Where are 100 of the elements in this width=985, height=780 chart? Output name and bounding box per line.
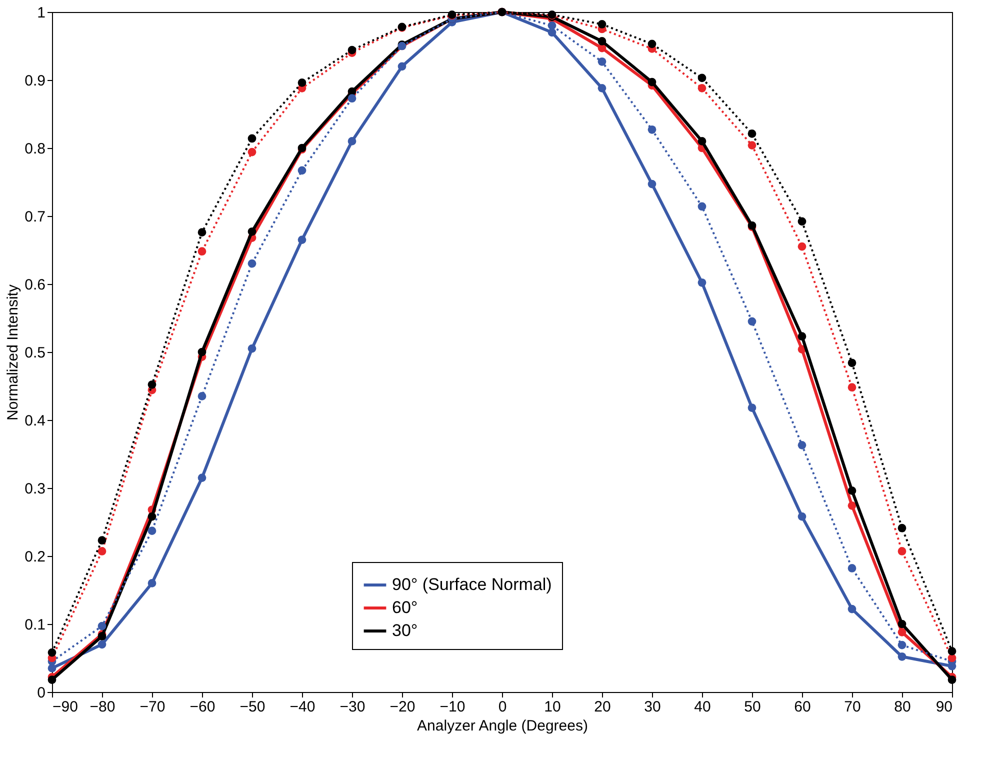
x-tick-label: −10 xyxy=(440,698,466,716)
y-tick-label: 1 xyxy=(37,4,46,22)
x-tick-label: −90 xyxy=(52,698,78,716)
point xyxy=(898,652,906,661)
x-axis-title: Analyzer Angle (Degrees) xyxy=(417,718,588,734)
point xyxy=(598,57,606,66)
point xyxy=(798,217,806,226)
y-tick-label: 0.6 xyxy=(24,276,46,294)
y-tick-label: 0.2 xyxy=(24,548,46,566)
legend-label: 90° (Surface Normal) xyxy=(392,575,552,594)
x-tick-label: 50 xyxy=(744,698,761,716)
point xyxy=(898,547,906,556)
point xyxy=(348,94,356,103)
point xyxy=(648,125,656,134)
point xyxy=(148,526,156,536)
point xyxy=(98,622,106,630)
x-tick-label: 80 xyxy=(894,698,911,716)
point xyxy=(348,137,356,146)
y-tick-label: 0.4 xyxy=(24,412,46,430)
x-tick-label: −70 xyxy=(140,698,166,716)
x-tick-label: −60 xyxy=(190,698,216,716)
point xyxy=(148,579,156,588)
point xyxy=(948,676,956,684)
point xyxy=(198,348,206,356)
point xyxy=(298,166,306,175)
point xyxy=(348,46,356,54)
point xyxy=(898,524,906,532)
point xyxy=(98,536,106,545)
point xyxy=(748,130,756,138)
point xyxy=(948,654,956,662)
point xyxy=(48,676,56,684)
point xyxy=(548,21,556,30)
legend-label: 60° xyxy=(392,598,418,617)
x-tick-label: 30 xyxy=(644,698,661,716)
x-tick-label: −50 xyxy=(240,698,266,716)
x-tick-label: −40 xyxy=(290,698,316,716)
x-tick-label: 90 xyxy=(936,698,952,716)
point xyxy=(648,180,656,188)
point xyxy=(948,647,956,656)
x-tick-label: −20 xyxy=(390,698,416,716)
x-tick-label: 70 xyxy=(844,698,861,716)
y-tick-label: 0.1 xyxy=(24,616,46,634)
point xyxy=(898,640,906,650)
x-tick-label: −80 xyxy=(90,698,116,716)
point xyxy=(198,228,206,236)
y-axis-title: Normalized Intensity xyxy=(4,284,22,420)
point xyxy=(598,20,606,28)
point xyxy=(98,640,106,649)
point xyxy=(748,404,756,412)
point xyxy=(698,137,706,146)
x-tick-label: 60 xyxy=(794,698,811,716)
point xyxy=(248,344,256,353)
point xyxy=(848,358,856,368)
point xyxy=(848,502,856,510)
point xyxy=(198,247,206,256)
point xyxy=(48,648,56,657)
point xyxy=(748,317,756,326)
point xyxy=(898,628,906,636)
point xyxy=(248,134,256,143)
y-tick-label: 0.7 xyxy=(24,208,46,226)
point xyxy=(198,474,206,482)
x-tick-label: 10 xyxy=(544,698,561,716)
x-tick-label: −30 xyxy=(340,698,366,716)
y-tick-label: 0.9 xyxy=(24,72,46,90)
y-tick-label: 0.3 xyxy=(24,480,46,498)
x-tick-label: 0 xyxy=(498,698,507,716)
point xyxy=(798,512,806,521)
point xyxy=(698,84,706,92)
point xyxy=(848,564,856,572)
point xyxy=(98,547,106,556)
point xyxy=(248,148,256,156)
x-tick-label: 40 xyxy=(694,698,711,716)
x-tick-label: 20 xyxy=(594,698,611,716)
point xyxy=(298,236,306,244)
point xyxy=(148,380,156,389)
point xyxy=(198,392,206,400)
point xyxy=(248,259,256,268)
point xyxy=(298,78,306,87)
point xyxy=(848,604,856,614)
y-tick-label: 0.8 xyxy=(24,140,46,158)
point xyxy=(698,202,706,211)
point xyxy=(648,40,656,48)
point xyxy=(598,37,606,46)
point xyxy=(798,332,806,341)
point xyxy=(248,227,256,236)
point xyxy=(698,278,706,287)
y-tick-label: 0 xyxy=(37,684,46,702)
point xyxy=(798,440,806,450)
point xyxy=(898,620,906,628)
point xyxy=(648,78,656,86)
point xyxy=(698,74,706,82)
point xyxy=(398,62,406,71)
point xyxy=(798,242,806,251)
y-tick-label: 0.5 xyxy=(24,344,46,362)
legend-label: 30° xyxy=(392,621,418,640)
point xyxy=(148,512,156,521)
point xyxy=(598,84,606,92)
point xyxy=(848,486,856,495)
point xyxy=(748,141,756,150)
point xyxy=(848,383,856,392)
